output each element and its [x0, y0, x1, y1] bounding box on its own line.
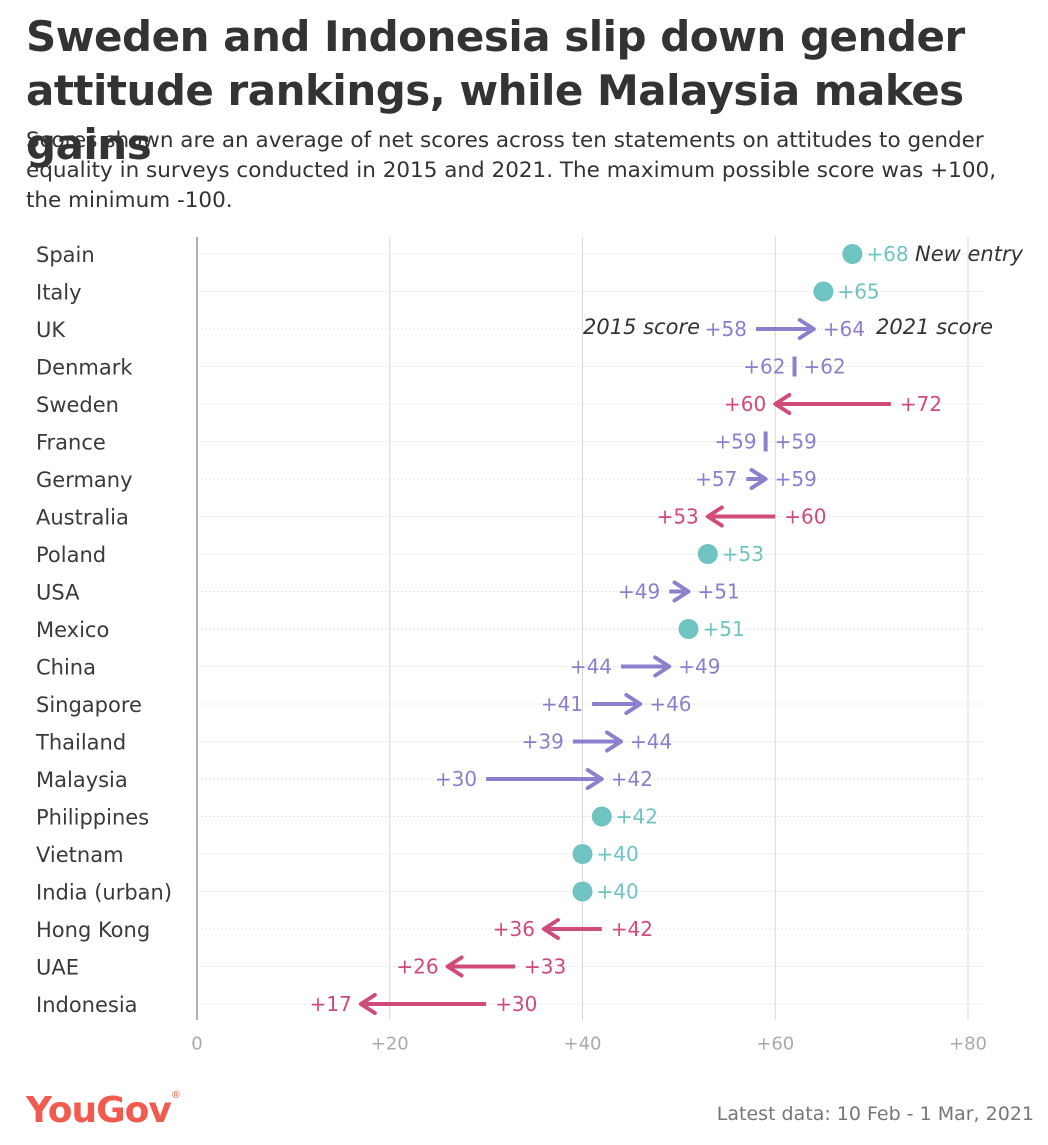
country-label: Vietnam	[36, 843, 124, 867]
score-2021-label: +42	[611, 767, 653, 791]
x-tick-label: +80	[949, 1034, 987, 1055]
new-entry-dot	[572, 881, 593, 902]
change-arrow-head	[605, 730, 624, 753]
country-label: UAE	[36, 956, 79, 980]
country-label: Germany	[36, 468, 133, 492]
country-label: Sweden	[36, 393, 119, 417]
score-2021-label: +46	[649, 692, 691, 716]
new-entry-dot	[678, 619, 699, 639]
country-label: China	[36, 656, 96, 680]
score-2021-label: +17	[310, 992, 352, 1016]
score-2021-label: +65	[837, 280, 879, 304]
score-2015-label: +42	[611, 917, 653, 941]
x-tick-label: +60	[756, 1034, 794, 1055]
country-label: Spain	[36, 243, 95, 267]
score-2021-label: +51	[698, 580, 740, 604]
change-arrow-head	[445, 955, 464, 978]
score-2015-label: +39	[522, 730, 564, 754]
yougov-logo: YouGov®	[26, 1090, 181, 1131]
score-2021-label: +59	[775, 430, 817, 454]
country-label: Mexico	[36, 618, 109, 642]
score-2015-label: +30	[435, 767, 477, 791]
country-label: Hong Kong	[36, 918, 150, 942]
score-2021-label: +68	[866, 242, 908, 266]
chart-title: Sweden and Indonesia slip down gender at…	[26, 12, 965, 169]
country-label: Thailand	[35, 731, 126, 755]
country-label: USA	[36, 581, 80, 605]
score-2015-annotation: 2015 score	[583, 315, 700, 339]
change-arrow-head	[773, 393, 792, 415]
country-label: Poland	[36, 543, 106, 567]
score-2015-label: +44	[570, 655, 612, 679]
change-arrow-head	[358, 993, 377, 1015]
score-2021-label: +36	[493, 917, 535, 941]
score-2015-label: +41	[541, 692, 583, 716]
score-2021-label: +40	[597, 880, 639, 904]
score-2015-label: +30	[495, 992, 537, 1016]
new-entry-dot	[842, 244, 863, 264]
score-2021-label: +49	[678, 655, 720, 679]
score-2021-label: +42	[616, 805, 658, 829]
score-2021-label: +64	[823, 317, 865, 341]
score-2015-label: +62	[743, 355, 785, 379]
change-arrow-head	[624, 693, 643, 715]
score-2015-label: +60	[784, 505, 826, 529]
country-label: Indonesia	[36, 993, 138, 1017]
score-2021-label: +62	[804, 355, 846, 379]
country-label: India (urban)	[36, 881, 172, 905]
change-arrow-head	[541, 918, 560, 940]
data-date-note: Latest data: 10 Feb - 1 Mar, 2021	[716, 1103, 1034, 1125]
change-arrow-head	[749, 468, 768, 490]
change-arrow-head	[653, 655, 672, 678]
new-entry-dot	[697, 544, 718, 564]
score-2021-label: +60	[724, 392, 766, 416]
chart-subtitle: Scores shown are an average of net score…	[26, 128, 997, 213]
new-entry-dot	[591, 806, 612, 827]
score-2021-label: +59	[775, 467, 817, 491]
change-arrow-head	[705, 505, 724, 528]
score-2021-label: +40	[597, 842, 639, 866]
x-tick-label: +20	[371, 1034, 409, 1055]
score-2021-label: +26	[396, 955, 438, 979]
change-arrow-head	[585, 768, 604, 790]
score-2021-annotation: 2021 score	[876, 315, 993, 339]
country-label: Italy	[36, 281, 82, 305]
score-2021-label: +53	[722, 542, 764, 566]
change-arrow-head	[797, 318, 816, 340]
new-entry-annotation: New entry	[915, 242, 1024, 266]
logo-text: YouGov	[26, 1090, 172, 1131]
country-label: Denmark	[36, 356, 133, 380]
country-label: UK	[36, 318, 66, 342]
country-label: Malaysia	[36, 768, 128, 792]
country-label: Australia	[36, 506, 129, 530]
country-label: Singapore	[36, 693, 142, 717]
score-2015-label: +57	[695, 467, 737, 491]
score-2021-label: +51	[703, 617, 745, 641]
x-tick-label: +40	[564, 1034, 602, 1055]
x-tick-label: 0	[191, 1034, 202, 1055]
score-2015-label: +59	[714, 430, 756, 454]
new-entry-dot	[572, 844, 593, 864]
score-2021-label: +44	[630, 730, 672, 754]
country-label: Philippines	[36, 806, 149, 830]
change-arrow-head	[672, 580, 691, 603]
score-2015-label: +58	[705, 317, 747, 341]
score-2015-label: +49	[618, 580, 660, 604]
new-entry-dot	[813, 281, 834, 302]
score-2015-label: +33	[524, 955, 566, 979]
country-label: France	[36, 431, 106, 455]
score-2015-label: +72	[900, 392, 942, 416]
score-2021-label: +53	[657, 505, 699, 529]
